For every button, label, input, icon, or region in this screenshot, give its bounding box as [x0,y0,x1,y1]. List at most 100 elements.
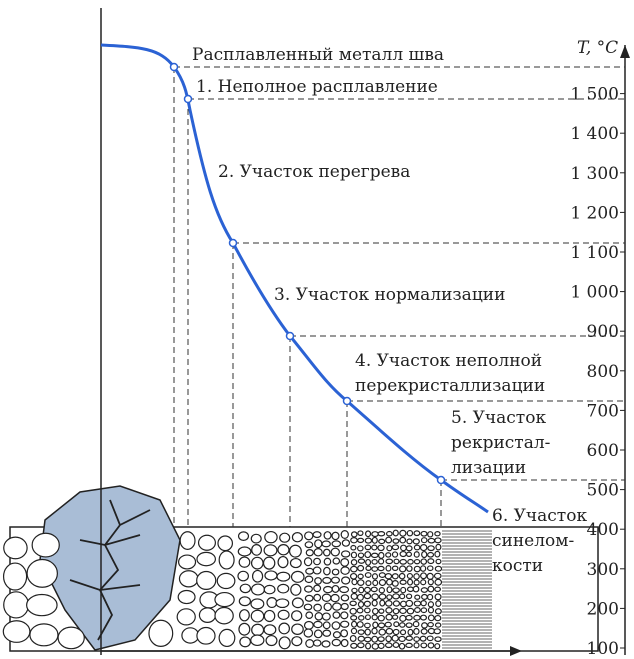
grain [313,557,321,566]
grain [291,532,303,543]
grain [349,607,357,615]
grain [341,539,351,547]
grain [399,529,407,537]
grain [400,544,407,552]
grain [237,570,250,582]
grain [196,551,216,567]
grain [392,641,400,649]
tick-label: 400 [587,520,619,540]
grain [331,568,340,576]
grain [427,558,435,565]
grain [370,552,379,559]
axis-title: T, °C [577,38,618,58]
grain [251,569,264,583]
grain [29,623,59,647]
grain [214,591,235,608]
grain [313,603,322,612]
grain [393,621,400,628]
grain [399,536,407,544]
grain [412,620,420,628]
grain [426,565,434,572]
grain [238,622,251,636]
grain [421,550,428,559]
zone-label: 5. Участок [451,408,546,428]
grain [2,562,28,591]
grain [391,544,400,551]
grain [407,578,414,586]
grain [289,557,302,569]
grain [407,558,414,565]
grain [434,614,442,622]
grain [250,533,262,544]
grain [365,565,372,571]
grain [420,600,427,607]
grain [305,639,315,648]
grain [386,586,393,594]
grain [350,642,358,649]
grain [323,566,331,576]
grain [340,558,350,567]
grain [378,572,386,578]
grain [420,579,427,586]
grain [357,635,366,642]
grain [365,580,372,587]
grain [331,621,341,630]
grain [178,554,197,570]
grain [398,642,406,650]
grain [314,577,322,585]
grain [291,623,304,635]
grain [378,579,387,587]
grain [321,640,331,648]
grain [265,634,278,647]
grain [303,628,314,638]
tick-label: 1 100 [570,243,619,263]
grain [391,565,399,572]
grain [364,530,372,538]
grain [340,602,349,611]
grain [434,586,441,593]
grain [322,621,331,630]
grain [250,598,265,610]
grain [357,579,365,587]
guides [173,66,625,527]
grain [238,596,251,607]
tick-label: 1 500 [570,85,619,105]
grain [340,529,349,540]
grain [331,531,340,541]
grain [405,599,414,607]
grain [304,531,314,541]
grain [386,545,393,552]
grain [216,572,236,590]
grain [177,589,196,605]
grain [314,539,323,549]
grain [198,607,217,623]
grain [3,536,28,560]
grain [421,593,428,600]
grain [371,642,380,650]
tick-label: 200 [587,599,619,619]
grain [427,537,436,544]
grain [250,634,265,647]
arrow [510,646,522,656]
grain [377,614,385,622]
grain [413,565,421,573]
grain [322,576,332,584]
grain [433,572,442,580]
grain [413,579,420,586]
tick-label: 900 [587,322,619,342]
grain [399,558,407,565]
grain [372,579,379,587]
grain [434,531,441,537]
grain [31,532,60,558]
grain [323,585,333,594]
grain [385,627,394,635]
grain [349,634,357,642]
zone-label: 1. Неполное расплавление [196,77,438,97]
grain [379,599,386,607]
grain [276,571,291,582]
grain [365,558,372,566]
grain [407,628,414,636]
grain [405,593,413,600]
grain [357,642,365,649]
grain [399,629,407,636]
